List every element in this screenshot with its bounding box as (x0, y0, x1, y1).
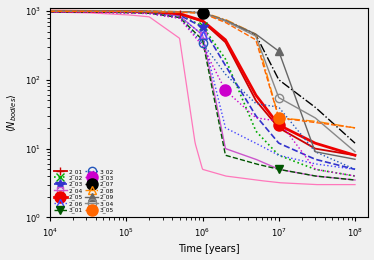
X-axis label: Time [years]: Time [years] (178, 244, 240, 255)
Legend: 2_01, 2_02, 2_03, 2_04, 2_05, 2_06, 3_01, 3_02, 3_03, 2_07, 2_08, 2_09, 3_04, 3_: 2_01, 2_02, 2_03, 2_04, 2_05, 2_06, 3_01… (53, 168, 115, 214)
Y-axis label: $\langle N_{bodies} \rangle$: $\langle N_{bodies} \rangle$ (6, 93, 19, 132)
